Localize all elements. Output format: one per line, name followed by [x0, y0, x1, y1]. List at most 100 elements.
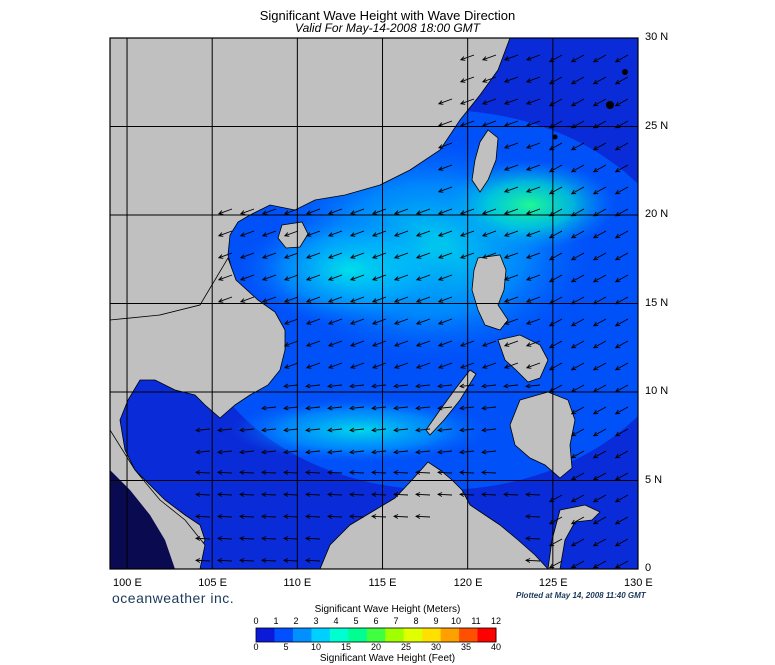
- wave-direction-arrow: [217, 274, 233, 281]
- wave-direction-arrow: [614, 98, 629, 107]
- wave-direction-arrow: [415, 405, 431, 411]
- land-luzon: [471, 254, 509, 331]
- wave-direction-arrow: [481, 492, 497, 497]
- wave-direction-arrow: [459, 449, 475, 455]
- wave-direction-arrow: [614, 406, 629, 415]
- colorbar-feet-tick: 20: [370, 642, 382, 652]
- wave-direction-arrow: [592, 230, 607, 239]
- colorbar-meter-tick: 3: [313, 616, 319, 626]
- wave-direction-arrow: [371, 514, 387, 519]
- wave-direction-arrow: [437, 274, 453, 281]
- wave-direction-arrow: [327, 296, 343, 303]
- wave-direction-arrow: [393, 340, 409, 347]
- wave-direction-arrow: [305, 449, 321, 455]
- wave-direction-arrow: [349, 449, 365, 455]
- colorbar-meter-tick: 7: [393, 616, 399, 626]
- colorbar-meter-tick: 11: [471, 616, 481, 626]
- wave-direction-arrow: [371, 449, 387, 455]
- wave-direction-arrow: [503, 274, 519, 281]
- wave-direction-arrow: [305, 208, 321, 215]
- wave-direction-arrow: [349, 383, 365, 389]
- wave-direction-arrow: [349, 208, 365, 215]
- wave-direction-arrow: [195, 514, 211, 519]
- wave-direction-arrow: [393, 470, 409, 475]
- wave-direction-arrow: [503, 186, 519, 193]
- wave-direction-arrow: [305, 252, 321, 259]
- wave-direction-arrow: [525, 340, 541, 347]
- wave-direction-arrow: [570, 230, 585, 239]
- wave-direction-arrow: [217, 296, 233, 303]
- wave-direction-arrow: [481, 362, 497, 369]
- wave-direction-arrow: [570, 76, 585, 85]
- map-title: Significant Wave Height with Wave Direct…: [259, 8, 516, 23]
- wave-direction-arrow: [239, 536, 255, 541]
- wave-direction-arrow: [283, 492, 299, 497]
- wave-direction-arrow: [503, 98, 519, 105]
- wave-direction-arrow: [283, 427, 299, 433]
- wave-direction-arrow: [437, 340, 453, 347]
- wave-direction-arrow: [393, 449, 409, 455]
- wave-direction-arrow: [503, 296, 519, 303]
- wave-direction-arrow: [217, 427, 233, 433]
- wave-direction-arrow: [283, 296, 299, 303]
- lon-tick-label: 110 E: [283, 577, 312, 589]
- wave-direction-arrow: [570, 428, 585, 437]
- wave-direction-arrow: [217, 492, 233, 497]
- wave-direction-arrow: [570, 252, 585, 261]
- wave-direction-arrow: [570, 340, 585, 349]
- wave-direction-arrow: [371, 296, 387, 303]
- wave-direction-arrow: [570, 274, 585, 283]
- wave-direction-arrow: [570, 54, 585, 63]
- oceanweather-logo: oceanweather inc.: [112, 590, 235, 606]
- wave-direction-arrow: [481, 449, 497, 455]
- wave-direction-arrow: [239, 558, 255, 563]
- wave-direction-arrow: [592, 340, 607, 349]
- wave-direction-arrow: [437, 492, 453, 497]
- wave-direction-arrow: [371, 383, 387, 389]
- wave-direction-arrow: [437, 296, 453, 303]
- wave-direction-arrow: [371, 492, 387, 497]
- wave-direction-arrow: [614, 560, 629, 569]
- ocean-peak-south: [230, 398, 490, 462]
- wave-direction-arrow: [437, 383, 453, 389]
- wave-direction-arrow: [349, 427, 365, 433]
- wave-direction-arrow: [415, 296, 431, 303]
- wave-direction-arrow: [283, 252, 299, 259]
- wave-direction-arrow: [283, 362, 299, 369]
- wave-direction-arrow: [371, 340, 387, 347]
- colorbar-meter-tick: 4: [333, 616, 339, 626]
- map-grid: [110, 38, 638, 569]
- wave-direction-arrow: [415, 492, 431, 497]
- wave-direction-arrow: [217, 536, 233, 541]
- wave-direction-arrow: [261, 492, 277, 497]
- wave-direction-arrow: [481, 405, 497, 411]
- colorbar-meter-tick: 1: [273, 616, 279, 626]
- lat-tick-label: 30 N: [645, 31, 669, 43]
- wave-direction-arrow: [305, 558, 321, 563]
- wave-direction-arrow: [437, 405, 453, 411]
- wave-direction-arrow: [570, 516, 585, 525]
- wave-direction-arrow: [614, 494, 629, 503]
- wave-direction-arrow: [503, 230, 519, 237]
- ocean-peak-central: [240, 215, 460, 325]
- wave-direction-arrow: [195, 536, 211, 541]
- wave-direction-arrow: [525, 536, 541, 541]
- wave-direction-arrow: [349, 252, 365, 259]
- wave-direction-arrow: [393, 318, 409, 325]
- wave-direction-arrow: [305, 427, 321, 433]
- colorbar: [255, 627, 497, 643]
- wave-direction-arrow: [371, 318, 387, 325]
- wave-direction-arrow: [305, 340, 321, 347]
- wave-direction-arrow: [592, 252, 607, 261]
- colorbar-swatch: [422, 628, 442, 642]
- wave-direction-arrow: [349, 405, 365, 411]
- wave-direction-arrow: [437, 98, 453, 105]
- plotted-timestamp: Plotted at May 14, 2008 11:40 GMT: [516, 591, 646, 600]
- wave-direction-arrow: [349, 230, 365, 237]
- wave-direction-arrow: [217, 449, 233, 455]
- wave-direction-arrow: [437, 449, 453, 455]
- wave-direction-arrow: [570, 494, 585, 503]
- colorbar-feet-tick: 5: [283, 642, 289, 652]
- wave-direction-arrow: [481, 208, 497, 215]
- wave-direction-arrow: [415, 383, 431, 389]
